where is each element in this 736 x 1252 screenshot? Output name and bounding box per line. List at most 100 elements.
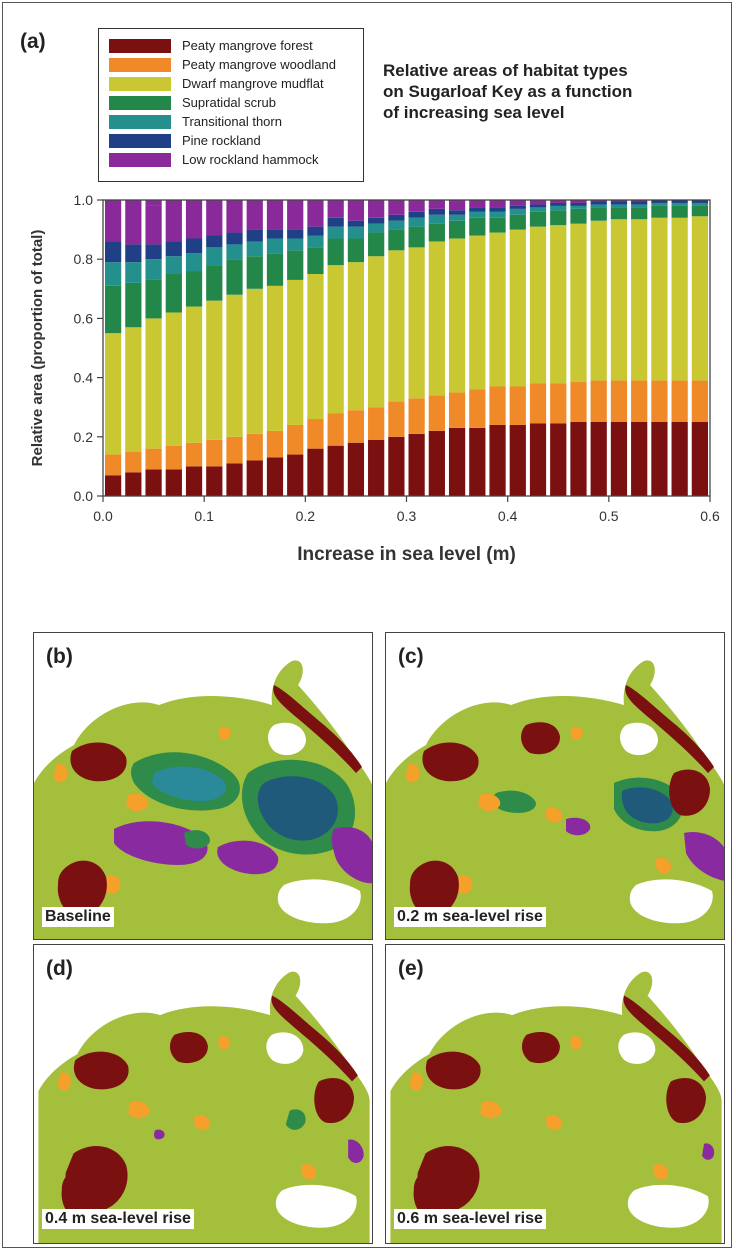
bar-segment (610, 200, 628, 202)
panel-a-label: (a) (20, 30, 46, 53)
woodland-patch (128, 1101, 150, 1119)
bar-segment (307, 235, 324, 248)
water-area (268, 722, 306, 756)
forest-patch (521, 722, 560, 755)
bar-segment (145, 205, 162, 245)
bars-group (105, 200, 708, 496)
bar-segment (570, 202, 587, 206)
bar-segment (469, 235, 486, 390)
bar-segment (388, 200, 405, 215)
bar-segment (185, 466, 203, 496)
bar-segment (226, 294, 243, 437)
bar-segment (610, 219, 628, 381)
bar-segment (570, 422, 587, 496)
water-area (618, 1032, 656, 1064)
bar-segment (631, 380, 648, 422)
bar-segment (428, 200, 445, 209)
bar-segment (570, 205, 587, 209)
bar-segment (408, 433, 425, 496)
bar-segment (489, 424, 506, 496)
bar-segment (590, 422, 607, 496)
bar-segment (529, 200, 547, 205)
bar-segment (448, 210, 466, 215)
bar-segment (347, 226, 365, 239)
bar-segment (570, 200, 587, 203)
bar-segment (246, 433, 263, 461)
bar-segment (206, 265, 223, 301)
bar-segment (226, 200, 243, 233)
habitat-patch (621, 787, 673, 824)
bar-segment (206, 466, 223, 496)
bar-segment (347, 238, 365, 263)
bar-segment (489, 217, 506, 233)
bar-segment (448, 220, 466, 239)
habitat-patch (184, 830, 210, 849)
woodland-patch (546, 807, 563, 823)
bar-segment (489, 200, 506, 208)
bar-segment (327, 200, 344, 218)
bar-segment (570, 382, 587, 422)
bar-segment (105, 285, 122, 334)
bar-segment (489, 207, 506, 212)
bar-segment (691, 216, 708, 381)
forest-patch (422, 742, 479, 782)
woodland-patch (478, 793, 501, 811)
legend-swatch (109, 96, 171, 110)
bar-segment (266, 253, 284, 286)
habitat-patch (257, 776, 338, 841)
habitat-patch (348, 1139, 364, 1163)
bar-segment (307, 419, 324, 449)
bar-segment (185, 271, 203, 307)
forest-patch (271, 995, 358, 1082)
map-panel-baseline: (b) Baseline (33, 632, 373, 940)
water-area (275, 1184, 357, 1228)
x-axis-label: Increase in sea level (m) (297, 544, 516, 565)
woodland-patch (655, 857, 672, 874)
bar-segment (388, 229, 405, 251)
bar-segment (287, 200, 304, 230)
stacked-bar-chart: 0.0 0.2 0.4 0.6 0.8 1.0 0.0 0.1 0.2 0.3 0.4 0.5 0.6 I… (29, 192, 720, 565)
forest-patch (417, 1146, 480, 1213)
bar-segment (165, 256, 182, 274)
x-tick-label: 0.3 (397, 508, 417, 524)
bar-segment (105, 262, 122, 286)
island-map (34, 633, 372, 939)
woodland-patch (218, 1036, 231, 1050)
woodland-patch (456, 874, 473, 894)
bar-segment (185, 253, 203, 272)
map-caption: Baseline (42, 907, 114, 927)
legend-label: Dwarf mangrove mudflat (182, 76, 324, 91)
forest-patch (623, 995, 710, 1082)
habitat-patch (152, 766, 227, 802)
bar-segment (307, 226, 324, 236)
bar-segment (408, 217, 425, 227)
x-tick-label: 0.6 (700, 508, 720, 524)
bar-segment (590, 201, 607, 205)
forest-patch (273, 685, 362, 773)
water-area (277, 879, 361, 924)
island-map (38, 945, 370, 1243)
bar-segment (610, 422, 628, 496)
legend-swatch (109, 58, 171, 72)
bar-segment (469, 427, 486, 496)
bar-segment (388, 220, 405, 230)
bar-segment (206, 200, 223, 236)
forest-patch (70, 742, 127, 782)
bar-segment (631, 201, 648, 205)
bar-segment (185, 200, 203, 239)
bar-segment (145, 244, 162, 260)
bar-segment (489, 211, 506, 218)
bar-segment (408, 211, 425, 218)
bar-segment (428, 214, 445, 224)
legend-swatch (109, 134, 171, 148)
bar-segment (246, 288, 263, 434)
bar-segment (327, 265, 344, 414)
bar-segment (408, 398, 425, 434)
bar-segment (327, 413, 344, 446)
bar-segment (125, 282, 142, 328)
forest-patch (625, 685, 714, 773)
woodland-patch (409, 1072, 423, 1091)
bar-segment (631, 422, 648, 496)
bar-segment (610, 201, 628, 205)
bar-segment (327, 226, 344, 239)
